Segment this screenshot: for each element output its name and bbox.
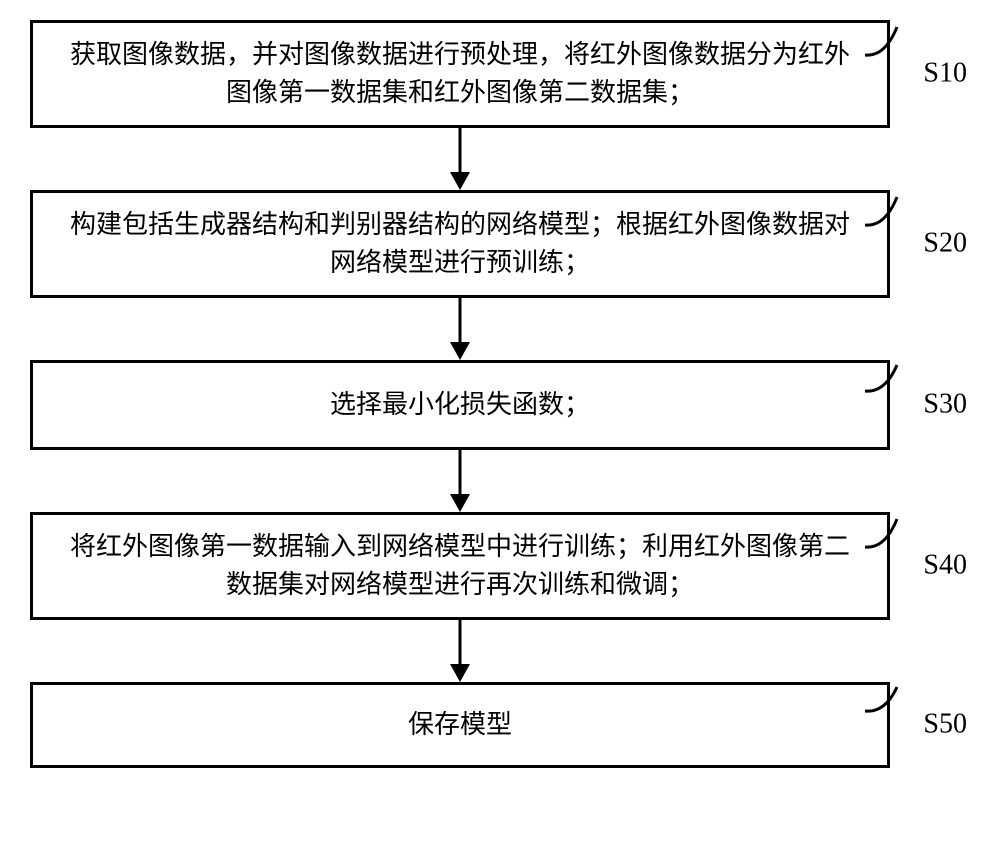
label-connector-arc bbox=[865, 681, 925, 741]
step-s20: 构建包括生成器结构和判别器结构的网络模型；根据红外图像数据对网络模型进行预训练；… bbox=[30, 190, 890, 298]
step-text: 选择最小化损失函数； bbox=[330, 386, 590, 424]
step-label: S20 bbox=[923, 224, 967, 265]
label-connector-arc bbox=[865, 19, 925, 79]
step-s40: 将红外图像第一数据输入到网络模型中进行训练；利用红外图像第二数据集对网络模型进行… bbox=[30, 512, 890, 620]
step-text: 构建包括生成器结构和判别器结构的网络模型；根据红外图像数据对网络模型进行预训练； bbox=[63, 206, 857, 281]
step-label: S50 bbox=[923, 705, 967, 746]
arrow-s40-s50 bbox=[30, 620, 890, 682]
arrow-icon bbox=[440, 450, 480, 512]
step-text: 将红外图像第一数据输入到网络模型中进行训练；利用红外图像第二数据集对网络模型进行… bbox=[63, 528, 857, 603]
label-connector-arc bbox=[865, 189, 925, 249]
label-connector-arc bbox=[865, 511, 925, 571]
arrow-s30-s40 bbox=[30, 450, 890, 512]
step-label: S10 bbox=[923, 54, 967, 95]
arrow-icon bbox=[440, 128, 480, 190]
step-s10: 获取图像数据，并对图像数据进行预处理，将红外图像数据分为红外图像第一数据集和红外… bbox=[30, 20, 890, 128]
step-label: S30 bbox=[923, 385, 967, 426]
step-s50: 保存模型 S50 bbox=[30, 682, 890, 768]
label-connector-arc bbox=[865, 359, 925, 419]
step-text: 获取图像数据，并对图像数据进行预处理，将红外图像数据分为红外图像第一数据集和红外… bbox=[63, 36, 857, 111]
step-label: S40 bbox=[923, 546, 967, 587]
arrow-icon bbox=[440, 298, 480, 360]
step-text: 保存模型 bbox=[408, 706, 512, 744]
step-s30: 选择最小化损失函数； S30 bbox=[30, 360, 890, 450]
arrow-s10-s20 bbox=[30, 128, 890, 190]
arrow-icon bbox=[440, 620, 480, 682]
flowchart: 获取图像数据，并对图像数据进行预处理，将红外图像数据分为红外图像第一数据集和红外… bbox=[30, 20, 970, 768]
arrow-s20-s30 bbox=[30, 298, 890, 360]
